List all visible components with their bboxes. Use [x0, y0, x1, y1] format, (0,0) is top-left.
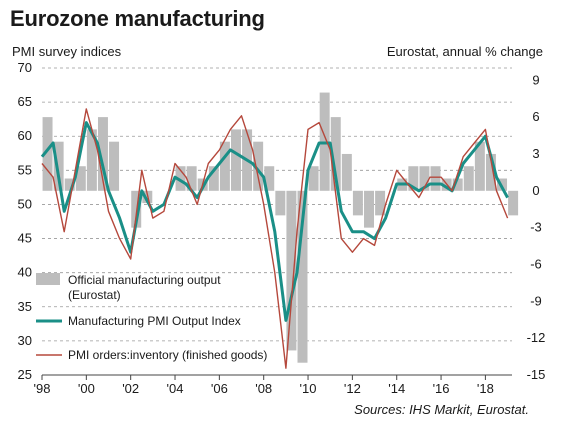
x-tick-label: '06 [211, 381, 228, 396]
legend-label-output-source: (Eurostat) [68, 288, 121, 302]
output-bar [86, 129, 97, 191]
output-bar [131, 190, 142, 228]
x-tick-label: '00 [78, 381, 95, 396]
x-tick-label: '12 [344, 381, 361, 396]
left-tick-label: 50 [18, 196, 32, 211]
left-tick-label: 70 [18, 60, 32, 75]
output-bar [208, 166, 219, 191]
source-note: Sources: IHS Markit, Eurostat. [354, 402, 529, 417]
output-bar [330, 117, 341, 191]
output-bar [64, 178, 75, 191]
output-bar [186, 166, 197, 191]
left-tick-label: 30 [18, 333, 32, 348]
left-tick-label: 25 [18, 367, 32, 382]
output-bar [308, 166, 319, 191]
output-bar [75, 166, 86, 191]
output-bar [297, 190, 308, 363]
left-tick-label: 45 [18, 231, 32, 246]
orders-inventory-line [41, 108, 509, 369]
left-axis-title: PMI survey indices [12, 44, 122, 59]
right-tick-label: 3 [532, 146, 539, 161]
output-bar [408, 166, 419, 191]
output-bar [419, 166, 430, 191]
x-tick-label: '04 [167, 381, 184, 396]
left-tick-label: 55 [18, 162, 32, 177]
right-axis-title: Eurostat, annual % change [386, 44, 543, 59]
output-bar [219, 141, 230, 191]
legend: Official manufacturing output(Eurostat) M… [36, 273, 267, 362]
legend-label-pmi: Manufacturing PMI Output Index [68, 314, 241, 328]
right-tick-label: 0 [532, 183, 539, 198]
output-bar [230, 129, 241, 191]
output-bar [53, 141, 64, 191]
output-bar [253, 141, 264, 191]
pmi-output-line [40, 121, 509, 322]
axes: 25 30 35 40 45 50 55 60 65 70 -15 -12 -9 -6 -3 0 3 6 9 '98 '… [18, 60, 546, 396]
right-tick-label: -15 [527, 367, 546, 382]
output-bar [42, 117, 53, 191]
output-bar [109, 141, 120, 191]
x-tick-label: '16 [433, 381, 450, 396]
legend-swatch-output [36, 273, 60, 285]
left-tick-label: 40 [18, 265, 32, 280]
x-tick-label: '98 [34, 381, 51, 396]
output-bar [97, 117, 108, 191]
legend-label-orders: PMI orders:inventory (finished goods) [68, 348, 267, 362]
x-tick-label: '10 [300, 381, 317, 396]
output-bar [452, 178, 463, 191]
output-bar [485, 153, 496, 191]
legend-label-output: Official manufacturing output [68, 273, 221, 287]
left-tick-label: 60 [18, 128, 32, 143]
output-bar [364, 190, 374, 228]
x-tick-label: '18 [477, 381, 494, 396]
x-tick-label: '08 [255, 381, 272, 396]
left-tick-label: 65 [18, 94, 32, 109]
right-tick-label: -6 [530, 256, 542, 271]
right-tick-label: -9 [530, 293, 542, 308]
right-tick-label: 6 [532, 109, 539, 124]
right-tick-label: -12 [527, 330, 546, 345]
output-bar [341, 153, 352, 191]
output-bar [175, 166, 186, 191]
chart-title: Eurozone manufacturing [10, 6, 265, 31]
output-bar [286, 190, 297, 351]
output-bar [463, 166, 474, 191]
x-tick-label: '14 [388, 381, 405, 396]
output-bar [264, 166, 275, 191]
x-tick-label: '02 [122, 381, 139, 396]
output-bar [375, 190, 386, 216]
series-lines [40, 108, 509, 369]
right-tick-label: -3 [530, 220, 542, 235]
output-bar [352, 190, 363, 216]
right-tick-label: 9 [532, 72, 539, 87]
output-bar [508, 190, 519, 216]
left-tick-label: 35 [18, 299, 32, 314]
output-bar [474, 141, 485, 191]
output-bar [430, 166, 441, 191]
output-bar [275, 190, 286, 216]
